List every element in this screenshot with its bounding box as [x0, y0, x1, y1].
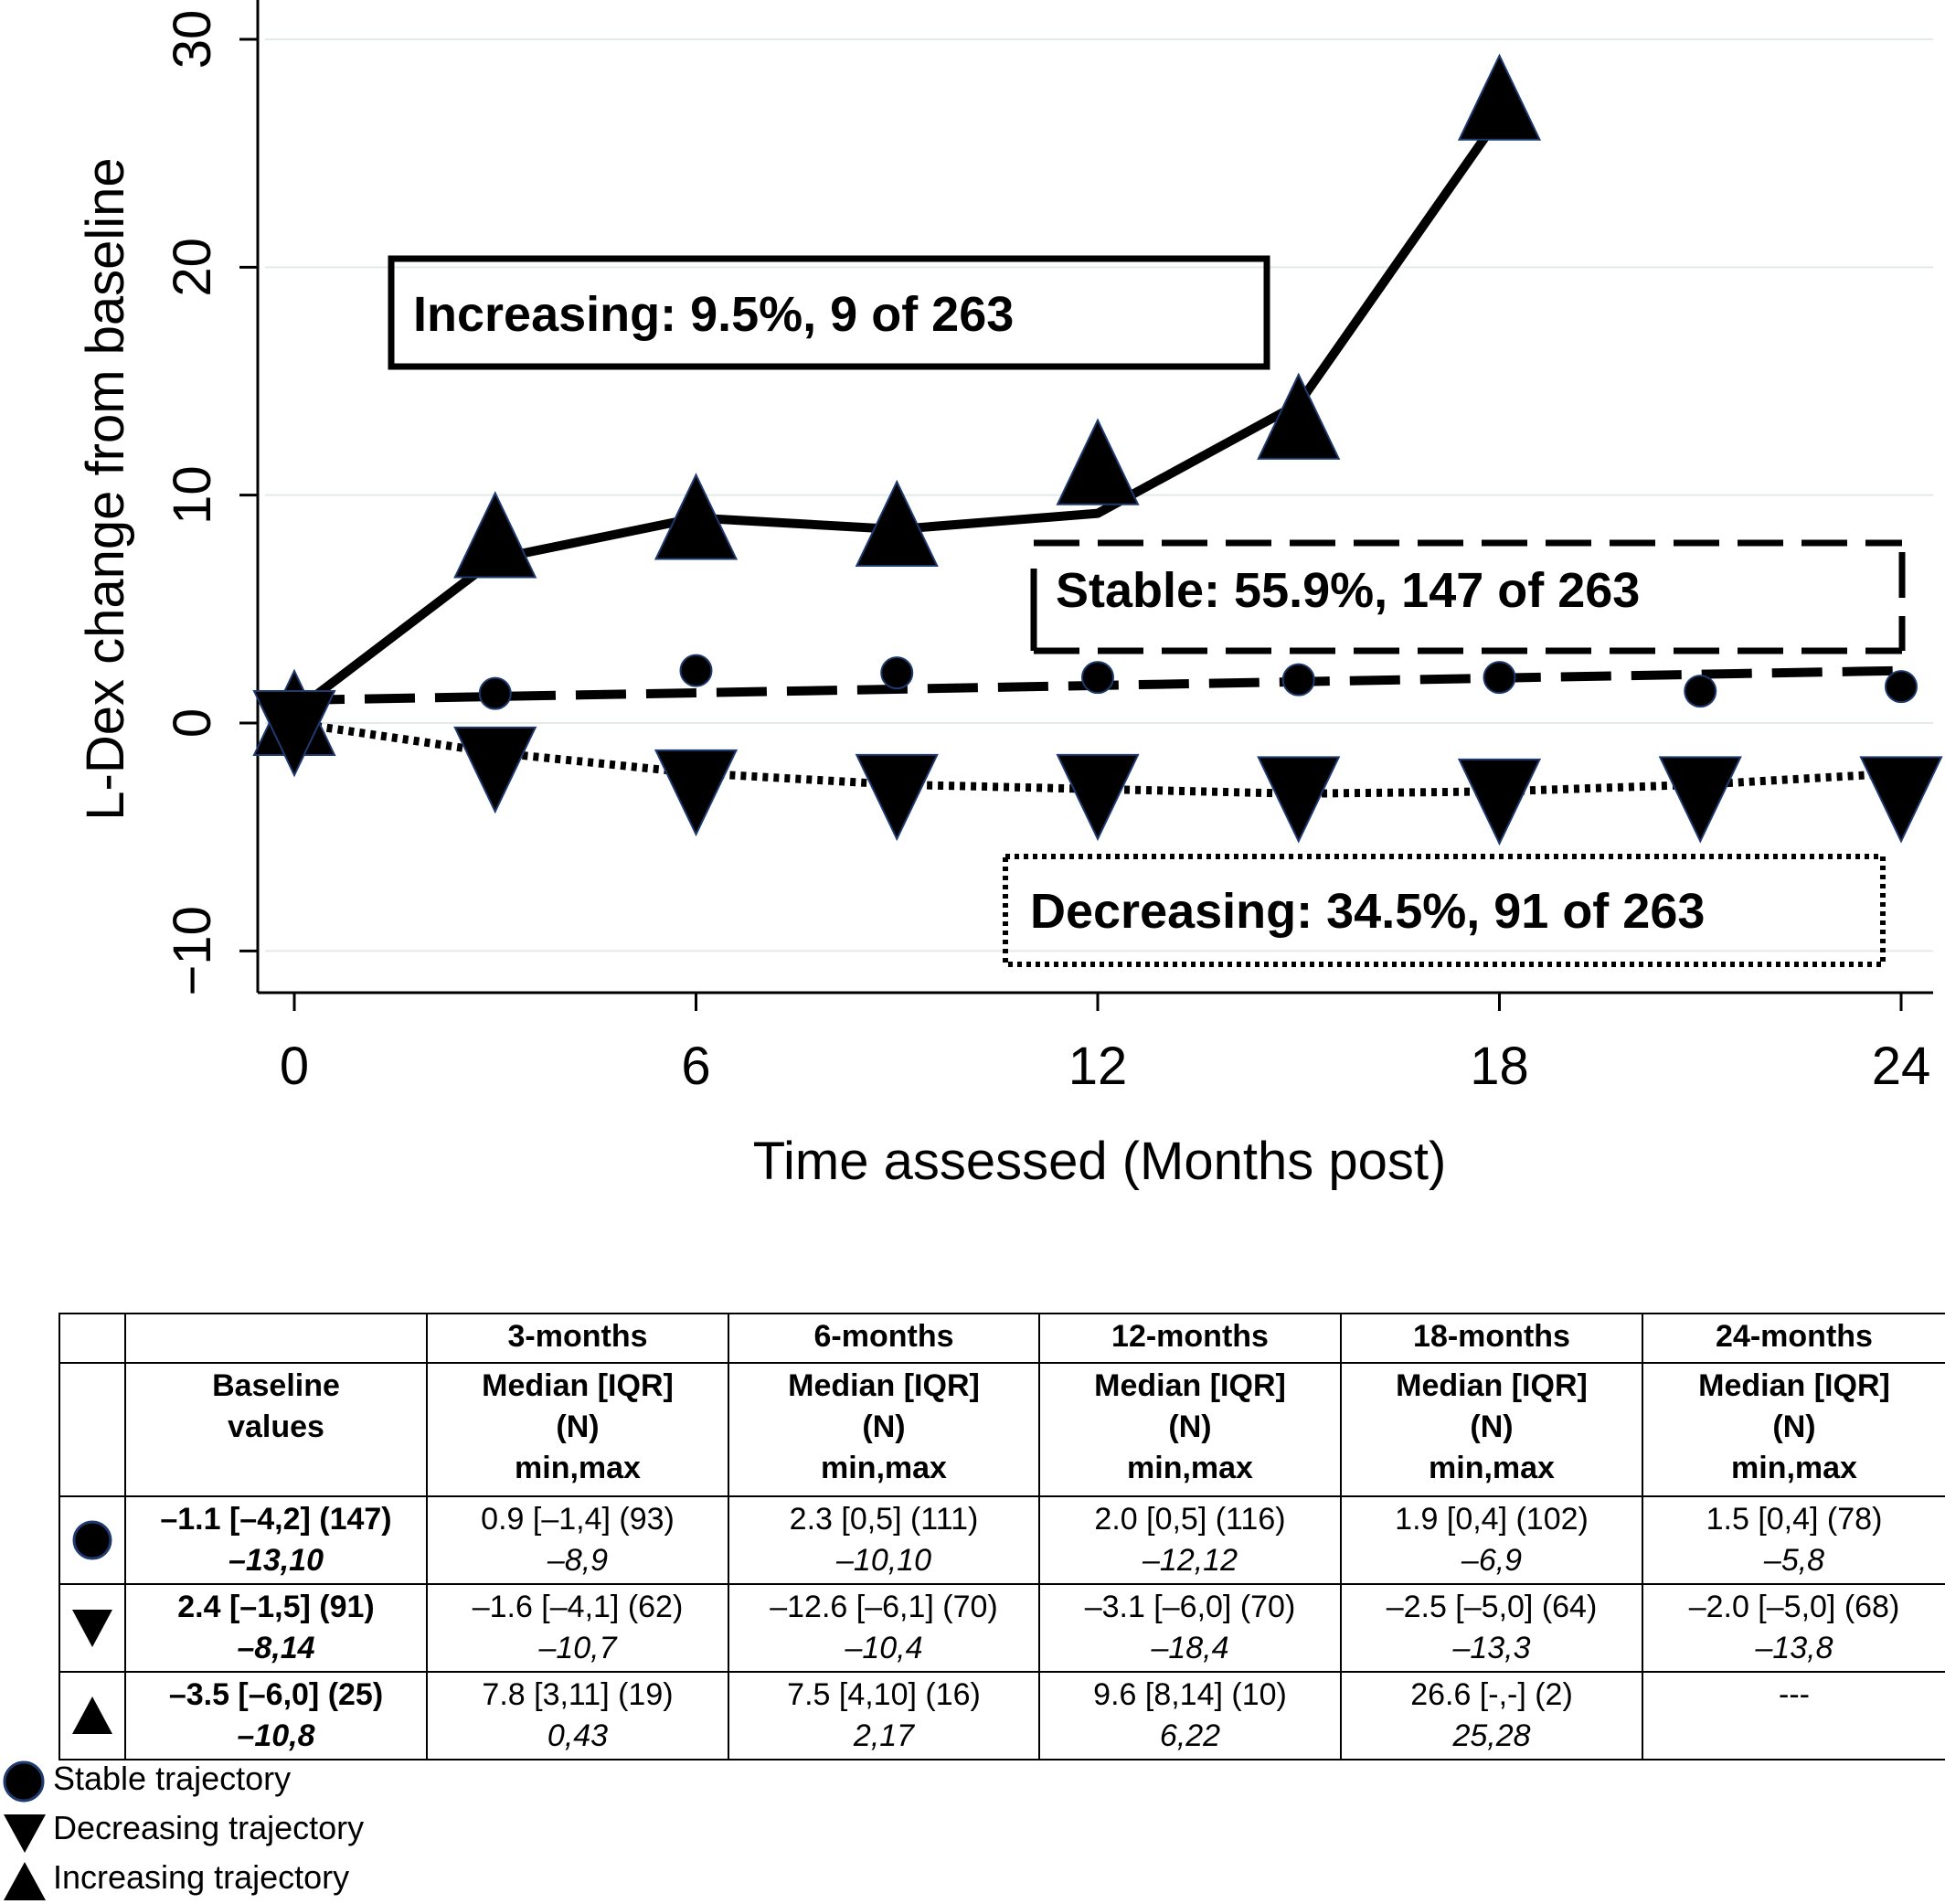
line-chart: −10 0 10 20 30 0 6 12 18 24 Increasing: 9.5%, 9 o… — [76, 0, 1943, 1191]
y-axis-title: L-Dex change from baseline — [76, 157, 135, 820]
triangle-down-marker-icon — [4, 1814, 46, 1853]
table-cell: 26.6 [-,-] (2) 25,28 — [1340, 1671, 1643, 1760]
x-tick-label: 6 — [681, 1037, 710, 1096]
table-subheader-row: Baseline values Median [IQR] (N) min,max M… — [58, 1362, 1945, 1497]
y-tick-label: 20 — [163, 238, 222, 297]
increasing-point — [453, 491, 537, 579]
table-header-row: 3-months 6-months 12-months 18-months 24… — [58, 1313, 1945, 1364]
x-tick-label: 0 — [280, 1037, 309, 1096]
decreasing-point — [1859, 756, 1943, 844]
annotations: Increasing: 9.5%, 9 of 263 Stable: 55.9%,… — [388, 255, 1906, 967]
decreasing-point — [1658, 756, 1742, 844]
table-cell: –1.6 [–4,1] (62) –10,7 — [426, 1583, 729, 1673]
x-tick-label: 24 — [1872, 1037, 1931, 1096]
stable-point — [1885, 670, 1918, 704]
baseline-cell: –3.5 [–6,0] (25) –10,8 — [124, 1671, 428, 1760]
baseline-header: Baseline values — [124, 1362, 428, 1497]
decreasing-label-text: Decreasing: 34.5%, 91 of 263 — [1030, 884, 1705, 939]
decreasing-point — [855, 753, 939, 842]
increasing-point — [1457, 53, 1542, 141]
table-cell: 1.9 [0,4] (102) –6,9 — [1340, 1495, 1643, 1585]
stat-header: Median [IQR] (N) min,max — [426, 1362, 729, 1497]
triangle-up-marker-icon — [4, 1862, 46, 1900]
y-tick-label: 0 — [163, 708, 222, 738]
table-cell: --- — [1642, 1671, 1945, 1760]
y-tick-label: −10 — [163, 906, 222, 995]
y-tick-label: 10 — [163, 465, 222, 525]
legend-label: Increasing trajectory — [53, 1858, 350, 1896]
row-symbol — [58, 1495, 126, 1585]
increasing-point — [1056, 418, 1140, 505]
column-header: 6-months — [728, 1313, 1040, 1364]
stable-point — [880, 656, 914, 690]
stat-header: Median [IQR] (N) min,max — [728, 1362, 1040, 1497]
column-header: 12-months — [1038, 1313, 1342, 1364]
circle-marker-icon — [72, 1520, 112, 1560]
table-header-blank — [58, 1362, 126, 1497]
decreasing-trend-line — [293, 718, 1902, 798]
statistics-table: 3-months 6-months 12-months 18-months 24… — [58, 1313, 1945, 1760]
stat-header: Median [IQR] (N) min,max — [1340, 1362, 1643, 1497]
decreasing-point — [654, 749, 739, 837]
triangle-down-marker-icon — [72, 1610, 112, 1647]
legend-label: Stable trajectory — [53, 1760, 292, 1797]
decreasing-point — [252, 690, 336, 778]
baseline-cell: 2.4 [–1,5] (91) –8,14 — [124, 1583, 428, 1673]
table-cell: 9.6 [8,14] (10) 6,22 — [1038, 1671, 1342, 1760]
increasing-label-text: Increasing: 9.5%, 9 of 263 — [413, 287, 1014, 342]
legend-item-decreasing: Decreasing trajectory — [0, 1807, 548, 1853]
increasing-point — [1257, 372, 1341, 460]
stable-point — [1684, 675, 1717, 708]
y-tick-label: 30 — [163, 10, 222, 69]
table-cell: –2.0 [–5,0] (68) –13,8 — [1642, 1583, 1945, 1673]
x-tick-label: 12 — [1068, 1037, 1128, 1096]
x-tick-label: 18 — [1470, 1037, 1529, 1096]
column-header: 18-months — [1340, 1313, 1643, 1364]
row-symbol — [58, 1583, 126, 1673]
column-header: 24-months — [1642, 1313, 1945, 1364]
decreasing-label-box — [1003, 854, 1886, 967]
table-cell: –2.5 [–5,0] (64) –13,3 — [1340, 1583, 1643, 1673]
stable-point — [1483, 661, 1516, 695]
baseline-cell: –1.1 [–4,2] (147) –13,10 — [124, 1495, 428, 1585]
stable-point — [1281, 663, 1315, 697]
series-markers — [252, 53, 1943, 846]
increasing-point — [855, 479, 939, 568]
table-cell: 1.5 [0,4] (78) –5,8 — [1642, 1495, 1945, 1585]
stable-point — [478, 676, 512, 710]
increasing-label-box — [388, 255, 1270, 370]
column-header: 3-months — [426, 1313, 729, 1364]
legend-label: Decreasing trajectory — [53, 1809, 365, 1846]
table-header-blank — [124, 1313, 428, 1364]
table-header-blank — [58, 1313, 126, 1364]
table-cell: –12.6 [–6,1] (70) –10,4 — [728, 1583, 1040, 1673]
table-row: –1.1 [–4,2] (147) –13,10 0.9 [–1,4] (93) –… — [58, 1495, 1945, 1585]
axes: −10 0 10 20 30 0 6 12 18 24 — [163, 0, 1933, 1096]
row-symbol — [58, 1671, 126, 1760]
table-cell: –3.1 [–6,0] (70) –18,4 — [1038, 1583, 1342, 1673]
table-row: –3.5 [–6,0] (25) –10,8 7.8 [3,11] (19) 0,4… — [58, 1671, 1945, 1760]
stable-point — [1081, 661, 1114, 695]
stable-label-text: Stable: 55.9%, 147 of 263 — [1056, 563, 1640, 618]
legend-item-stable: Stable trajectory — [0, 1758, 548, 1803]
stat-header: Median [IQR] (N) min,max — [1642, 1362, 1945, 1497]
increasing-point — [654, 473, 739, 560]
decreasing-point — [1457, 758, 1542, 846]
stat-header: Median [IQR] (N) min,max — [1038, 1362, 1342, 1497]
table-cell: 2.0 [0,5] (116) –12,12 — [1038, 1495, 1342, 1585]
table-row: 2.4 [–1,5] (91) –8,14 –1.6 [–4,1] (62) –10… — [58, 1583, 1945, 1673]
decreasing-point — [1257, 756, 1341, 844]
table-cell: 7.8 [3,11] (19) 0,43 — [426, 1671, 729, 1760]
circle-marker-icon — [3, 1760, 45, 1803]
x-axis-title: Time assessed (Months post) — [753, 1132, 1447, 1191]
table-cell: 2.3 [0,5] (111) –10,10 — [728, 1495, 1040, 1585]
decreasing-point — [453, 726, 537, 814]
triangle-up-marker-icon — [72, 1697, 112, 1734]
stable-point — [679, 654, 713, 687]
table-cell: 0.9 [–1,4] (93) –8,9 — [426, 1495, 729, 1585]
decreasing-point — [1056, 753, 1140, 842]
table-cell: 7.5 [4,10] (16) 2,17 — [728, 1671, 1040, 1760]
legend-item-increasing: Increasing trajectory — [0, 1856, 548, 1902]
increasing-trend-line — [291, 113, 1504, 716]
